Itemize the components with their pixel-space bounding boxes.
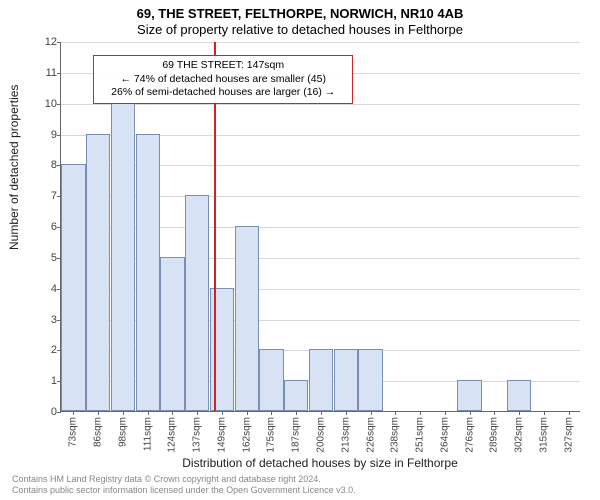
x-tick-label: 86sqm [93,417,104,447]
x-tick-mark [519,411,520,415]
y-tick-label: 5 [51,252,57,264]
x-tick-mark [371,411,372,415]
annotation-line: ← 74% of detached houses are smaller (45… [100,73,346,87]
x-tick-mark [346,411,347,415]
histogram-bar [160,257,184,411]
y-tick-label: 3 [51,314,57,326]
gridline [61,42,580,43]
histogram-bar [235,226,259,411]
histogram-bar [358,349,382,411]
histogram-bar [284,380,308,411]
x-tick-label: 200sqm [316,417,327,453]
x-tick-mark [544,411,545,415]
x-tick-label: 302sqm [514,417,525,453]
y-tick-label: 0 [51,406,57,418]
y-tick-label: 9 [51,129,57,141]
x-tick-mark [494,411,495,415]
x-tick-label: 213sqm [340,417,351,453]
histogram-bar [136,134,160,412]
annotation-line: 69 THE STREET: 147sqm [100,59,346,73]
y-tick-label: 2 [51,344,57,356]
page-subtitle: Size of property relative to detached ho… [0,22,600,37]
y-tick-mark [57,73,61,74]
chart-plot-area: 012345678910111273sqm86sqm98sqm111sqm124… [60,42,580,412]
page-title-address: 69, THE STREET, FELTHORPE, NORWICH, NR10… [0,6,600,21]
x-tick-label: 137sqm [192,417,203,453]
histogram-bar [259,349,283,411]
x-tick-label: 98sqm [117,417,128,447]
histogram-bar [507,380,531,411]
x-tick-mark [222,411,223,415]
histogram-bar [457,380,481,411]
x-tick-label: 111sqm [142,417,153,451]
x-tick-mark [420,411,421,415]
x-tick-label: 124sqm [167,417,178,453]
annotation-box: 69 THE STREET: 147sqm← 74% of detached h… [93,55,353,104]
credits-line: Contains public sector information licen… [12,485,356,496]
x-tick-mark [172,411,173,415]
histogram-bar [309,349,333,411]
x-tick-label: 73sqm [68,417,79,447]
y-tick-label: 8 [51,159,57,171]
y-tick-label: 4 [51,283,57,295]
y-tick-label: 1 [51,375,57,387]
x-tick-label: 187sqm [291,417,302,453]
credits-line: Contains HM Land Registry data © Crown c… [12,474,356,485]
x-tick-mark [569,411,570,415]
y-tick-mark [57,135,61,136]
histogram-bar [111,103,135,411]
x-tick-label: 175sqm [266,417,277,453]
x-tick-label: 289sqm [489,417,500,453]
x-tick-mark [296,411,297,415]
x-tick-mark [247,411,248,415]
y-tick-mark [57,42,61,43]
y-tick-mark [57,412,61,413]
annotation-line: 26% of semi-detached houses are larger (… [100,86,346,100]
x-tick-mark [73,411,74,415]
x-tick-mark [470,411,471,415]
y-tick-label: 7 [51,190,57,202]
histogram-bar [185,195,209,411]
x-tick-label: 327sqm [563,417,574,453]
x-tick-label: 315sqm [538,417,549,453]
y-tick-label: 11 [46,67,57,79]
y-tick-label: 12 [45,36,57,48]
x-tick-label: 276sqm [464,417,475,453]
histogram-bar [86,134,110,412]
x-tick-mark [321,411,322,415]
x-tick-label: 226sqm [365,417,376,453]
y-tick-mark [57,104,61,105]
y-tick-label: 6 [51,221,57,233]
x-tick-mark [271,411,272,415]
x-tick-mark [148,411,149,415]
x-tick-mark [197,411,198,415]
histogram-bar [334,349,358,411]
credits-text: Contains HM Land Registry data © Crown c… [12,474,356,496]
x-tick-mark [445,411,446,415]
x-tick-mark [123,411,124,415]
x-tick-mark [98,411,99,415]
x-tick-label: 238sqm [390,417,401,453]
y-tick-label: 10 [45,98,57,110]
histogram-bar [61,164,85,411]
x-tick-label: 251sqm [415,417,426,453]
x-tick-mark [395,411,396,415]
y-axis-label: Number of detached properties [7,85,21,250]
x-tick-label: 264sqm [439,417,450,453]
x-axis-label: Distribution of detached houses by size … [60,456,580,470]
x-tick-label: 162sqm [241,417,252,453]
x-tick-label: 149sqm [216,417,227,453]
